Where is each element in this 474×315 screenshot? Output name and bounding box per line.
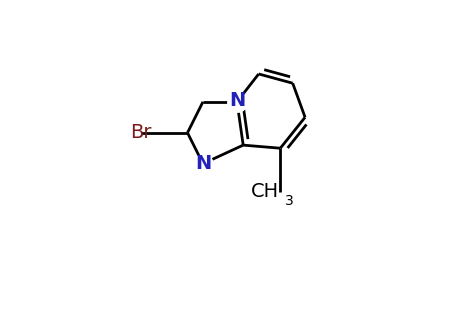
Text: CH: CH — [251, 182, 279, 201]
Text: 3: 3 — [284, 194, 293, 208]
Text: N: N — [229, 91, 245, 110]
Text: N: N — [195, 154, 211, 173]
Text: Br: Br — [130, 123, 152, 142]
